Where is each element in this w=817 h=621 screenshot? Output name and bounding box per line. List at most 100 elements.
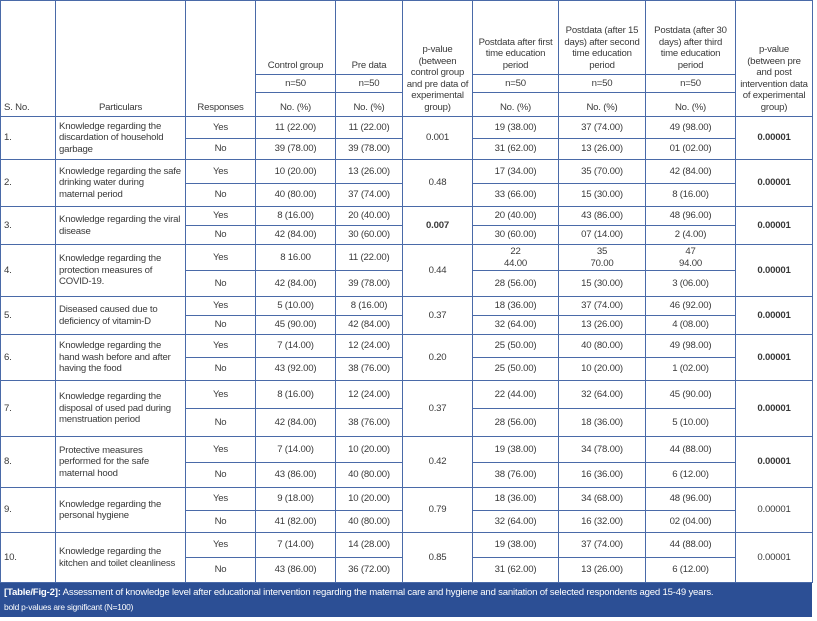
response-label: No <box>185 137 256 160</box>
post3-value: 6 (12.00) <box>645 557 736 583</box>
table-row: No 41 (82.00) 40 (80.00) 32 (64.00) 16 (32.0… <box>1 509 813 533</box>
results-table-container: S. No. Particulars Responses Control gro… <box>0 0 813 583</box>
table-row: 8. Protective measures performed for the … <box>0 436 813 488</box>
row-particulars: Knowledge regarding the safe drinking wa… <box>55 159 186 207</box>
control-value: 7 (14.00) <box>255 436 336 463</box>
pre-value: 39 (78.00) <box>335 270 403 297</box>
row-particulars: Knowledge regarding the viral disease <box>55 206 186 245</box>
pre-value: 40 (80.00) <box>335 461 403 488</box>
post1-value: 17 (34.00) <box>472 159 559 184</box>
post2-value: 37 (74.00) <box>558 116 646 139</box>
pvalue-control-pre: 0.007 <box>402 206 473 245</box>
table-row: No 43 (86.00) 40 (80.00) 38 (76.00) 16 (36.0… <box>1 461 813 488</box>
post2-value: 34 (78.00) <box>558 436 646 463</box>
caption-text: Assessment of knowledge level after educ… <box>60 587 714 598</box>
post2-value: 37 (74.00) <box>558 296 646 316</box>
response-label: No <box>185 509 256 533</box>
pre-value: 12 (24.00) <box>335 380 403 409</box>
post1-value: 22 44.00 <box>472 244 559 271</box>
header-sno: S. No. <box>0 0 56 117</box>
pvalue-control-pre: 0.85 <box>402 532 473 583</box>
pvalue-pre-post: 0.00001 <box>735 206 813 245</box>
row-particulars: Knowledge regarding the personal hygiene <box>55 487 186 533</box>
pvalue-pre-post: 0.00001 <box>735 334 813 381</box>
response-label: No <box>185 461 256 488</box>
table-row: No 42 (84.00) 39 (78.00) 28 (56.00) 15 (30.0… <box>1 270 813 297</box>
pre-value: 14 (28.00) <box>335 532 403 558</box>
post1-value: 19 (38.00) <box>472 116 559 139</box>
header-post3: Postdata (after 30 days) after third tim… <box>645 0 736 75</box>
post2-value: 15 (30.00) <box>558 270 646 297</box>
post2-value: 37 (74.00) <box>558 532 646 558</box>
control-value: 42 (84.00) <box>255 225 336 245</box>
response-label: Yes <box>185 244 256 271</box>
post2-value: 13 (26.00) <box>558 137 646 160</box>
pre-value: 36 (72.00) <box>335 557 403 583</box>
control-value: 41 (82.00) <box>255 509 336 533</box>
post2-value: 13 (26.00) <box>558 315 646 335</box>
post3-value: 2 (4.00) <box>645 225 736 245</box>
control-value: 43 (86.00) <box>255 461 336 488</box>
row-sno: 2. <box>0 159 56 207</box>
table-caption: [Table/Fig-2]: Assessment of knowledge l… <box>0 583 812 617</box>
post2-value: 18 (36.00) <box>558 408 646 437</box>
header-pvalue1: p-value (between control group and pre d… <box>402 0 473 117</box>
control-value: 39 (78.00) <box>255 137 336 160</box>
pre-value: 42 (84.00) <box>335 315 403 335</box>
post2-value: 34 (68.00) <box>558 487 646 511</box>
control-value: 9 (18.00) <box>255 487 336 511</box>
pre-value: 8 (16.00) <box>335 296 403 316</box>
post2-value: 16 (36.00) <box>558 461 646 488</box>
pre-value: 30 (60.00) <box>335 225 403 245</box>
response-label: No <box>185 315 256 335</box>
control-value: 8 (16.00) <box>255 206 336 226</box>
row-sno: 7. <box>0 380 56 437</box>
post2-value: 16 (32.00) <box>558 509 646 533</box>
post2-value: 15 (30.00) <box>558 182 646 207</box>
post1-value: 25 (50.00) <box>472 334 559 358</box>
post1-value: 18 (36.00) <box>472 487 559 511</box>
header-particulars: Particulars <box>55 0 186 117</box>
post3-value: 44 (88.00) <box>645 532 736 558</box>
header-nopct-control: No. (%) <box>255 92 336 117</box>
post3-value: 01 (02.00) <box>645 137 736 160</box>
header-pvalue2: p-value (between pre and post interventi… <box>735 0 813 117</box>
post3-value: 8 (16.00) <box>645 182 736 207</box>
post2-value: 40 (80.00) <box>558 334 646 358</box>
pvalue-pre-post: 0.00001 <box>735 296 813 335</box>
table-row: No 42 (84.00) 38 (76.00) 28 (56.00) 18 (36.0… <box>1 408 813 437</box>
response-label: Yes <box>185 159 256 184</box>
pvalue-control-pre: 0.001 <box>402 116 473 160</box>
row-sno: 6. <box>0 334 56 381</box>
pvalue-control-pre: 0.44 <box>402 244 473 297</box>
pvalue-control-pre: 0.20 <box>402 334 473 381</box>
post3-value: 45 (90.00) <box>645 380 736 409</box>
control-value: 42 (84.00) <box>255 270 336 297</box>
response-label: Yes <box>185 296 256 316</box>
control-value: 5 (10.00) <box>255 296 336 316</box>
table-row: 3. Knowledge regarding the viral disease Y… <box>0 206 813 245</box>
control-value: 8 (16.00) <box>255 380 336 409</box>
post2-value: 35 (70.00) <box>558 159 646 184</box>
post2-value: 07 (14.00) <box>558 225 646 245</box>
response-label: Yes <box>185 436 256 463</box>
table-body: 1. Knowledge regarding the discardation o… <box>0 116 813 583</box>
response-label: No <box>185 357 256 381</box>
header-post1: Postdata after first time education peri… <box>472 0 559 75</box>
pre-value: 11 (22.00) <box>335 116 403 139</box>
post2-value: 13 (26.00) <box>558 557 646 583</box>
row-sno: 8. <box>0 436 56 488</box>
table-row: No 39 (78.00) 39 (78.00) 31 (62.00) 13 (26.0… <box>1 137 813 160</box>
table-row: 1. Knowledge regarding the discardation o… <box>0 116 813 160</box>
control-value: 8 16.00 <box>255 244 336 271</box>
post3-value: 49 (98.00) <box>645 116 736 139</box>
response-label: No <box>185 270 256 297</box>
control-value: 10 (20.00) <box>255 159 336 184</box>
post1-value: 22 (44.00) <box>472 380 559 409</box>
pvalue-pre-post: 0.00001 <box>735 380 813 437</box>
row-particulars: Diseased caused due to deficiency of vit… <box>55 296 186 335</box>
header-post2: Postdata (after 15 days) after second ti… <box>558 0 646 75</box>
table-row: 9. Knowledge regarding the personal hygie… <box>0 487 813 533</box>
header-n-pre: n=50 <box>335 74 403 93</box>
control-value: 42 (84.00) <box>255 408 336 437</box>
